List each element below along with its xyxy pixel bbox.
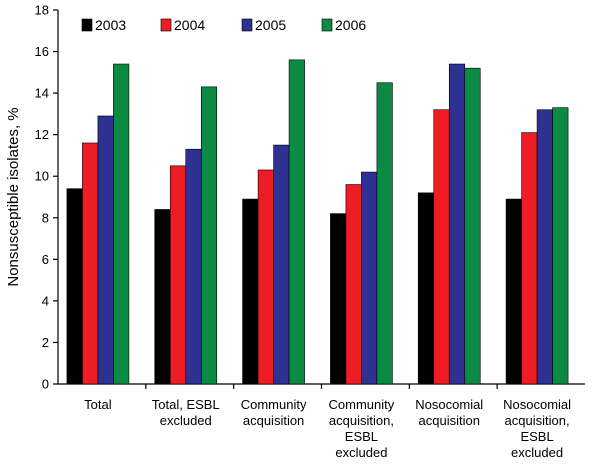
y-axis-title: Nonsusceptible isolates, %: [5, 107, 22, 286]
category-label: Total: [84, 397, 112, 412]
axes: 0 2 4 6 8 10 12 14 16 18: [35, 3, 585, 392]
category-label: Nosocomial: [503, 397, 571, 412]
y-tick-label: 2: [42, 335, 49, 350]
y-tick-label: 4: [42, 293, 49, 308]
bar-2005-0: [97, 115, 114, 385]
bar-2004-3: [345, 184, 362, 385]
legend-swatch-2005: [241, 18, 253, 32]
bar-2003-5: [505, 198, 522, 385]
legend: 2003 2004 2005 2006: [81, 17, 366, 33]
category-label: excluded: [511, 445, 563, 460]
bar-2005-4: [448, 63, 466, 385]
category-label: excluded: [160, 413, 212, 428]
category-label: excluded: [335, 445, 387, 460]
y-tick-label: 14: [35, 86, 49, 101]
bar-2004-1: [169, 165, 187, 385]
category-label: acquisition,: [329, 413, 394, 428]
bar-2003-0: [66, 188, 83, 385]
legend-swatch-2006: [321, 18, 333, 32]
bar-2006-2: [288, 59, 305, 385]
y-ticks: 0 2 4 6 8 10 12 14 16 18: [35, 3, 58, 392]
category-label: Total, ESBL: [152, 397, 220, 412]
legend-label: 2003: [95, 17, 126, 33]
x-ticks: [145, 384, 498, 389]
category-label: acquisition: [419, 413, 480, 428]
bar-2005-3: [361, 171, 378, 385]
category-label: ESBL: [345, 429, 378, 444]
bar-2004-5: [521, 132, 538, 385]
bar-2003-4: [417, 192, 435, 385]
category-label: Community: [241, 397, 307, 412]
category-label: acquisition,: [505, 413, 570, 428]
bar-2005-2: [273, 144, 290, 385]
bar-2003-1: [154, 209, 171, 385]
legend-label: 2004: [174, 17, 205, 33]
category-label: Community: [329, 397, 395, 412]
y-tick-label: 18: [35, 3, 49, 18]
bars: [66, 59, 569, 385]
legend-swatch-2003: [81, 18, 93, 32]
bar-2004-2: [257, 169, 274, 385]
y-tick-label: 12: [35, 127, 49, 142]
y-tick-label: 0: [42, 377, 49, 392]
legend-swatch-2004: [160, 18, 172, 32]
bar-2006-5: [552, 107, 569, 385]
y-tick-label: 16: [35, 44, 49, 59]
y-tick-label: 8: [42, 210, 49, 225]
category-label: ESBL: [520, 429, 553, 444]
bar-2003-3: [330, 213, 347, 385]
y-tick-label: 10: [35, 169, 49, 184]
bar-2006-3: [376, 82, 393, 385]
legend-label: 2005: [255, 17, 286, 33]
bar-2005-5: [536, 109, 553, 385]
bar-2003-2: [242, 198, 259, 385]
bar-2004-4: [433, 109, 450, 385]
bar-2006-1: [200, 86, 218, 385]
bar-2006-0: [113, 63, 130, 385]
category-labels: Total Total, ESBLexcludedCommunityacquisi…: [84, 397, 571, 460]
y-tick-label: 6: [42, 252, 49, 267]
bar-2005-1: [185, 148, 202, 385]
bar-2004-0: [82, 142, 99, 385]
bar-2006-4: [464, 67, 481, 385]
legend-label: 2006: [335, 17, 366, 33]
category-label: acquisition: [243, 413, 304, 428]
category-label: Nosocomial: [415, 397, 483, 412]
